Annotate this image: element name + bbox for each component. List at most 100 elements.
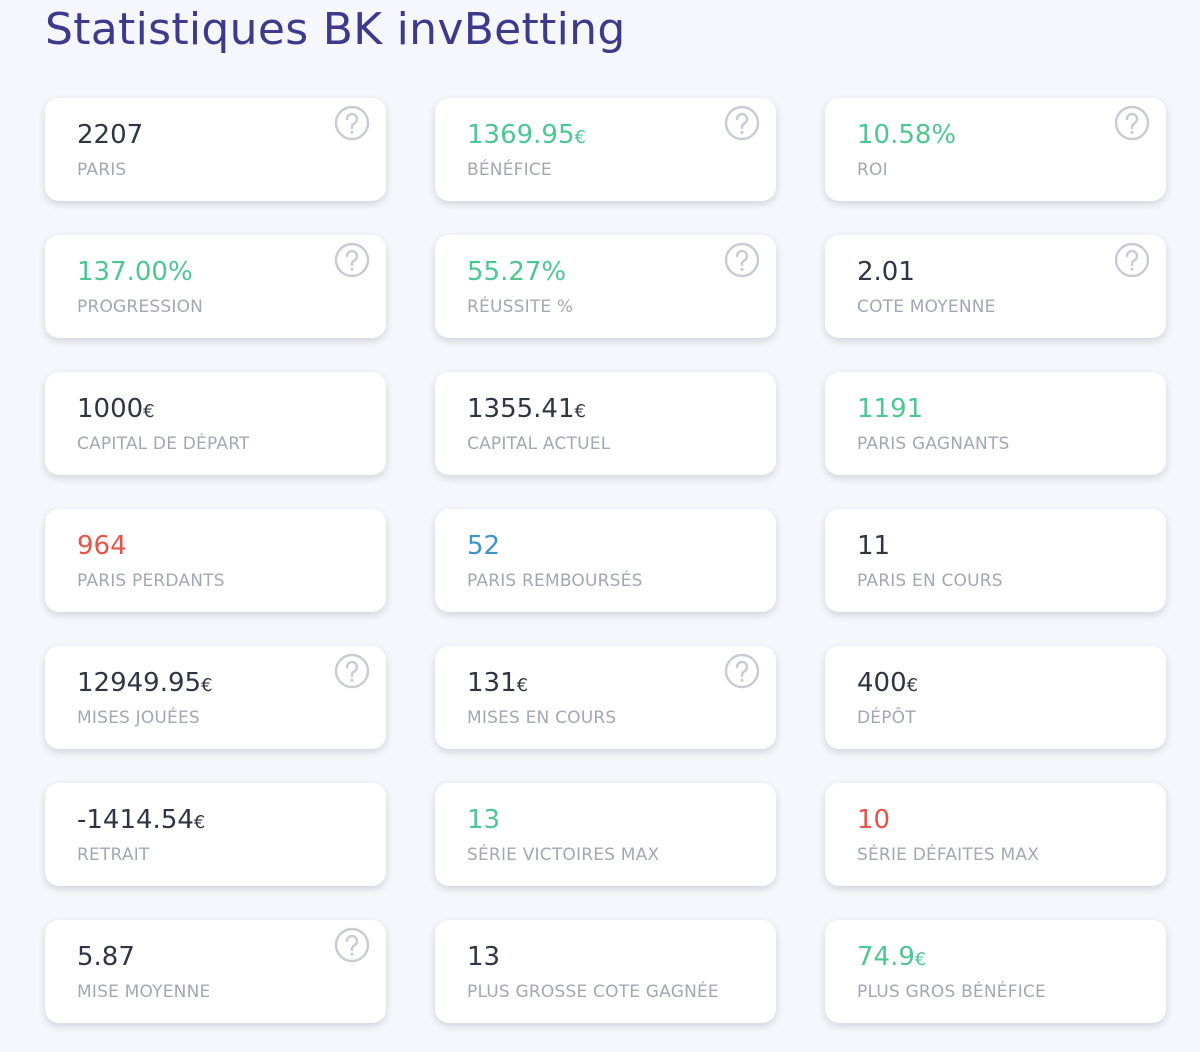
stat-card: 2207 PARIS xyxy=(45,98,386,201)
stat-unit: € xyxy=(574,401,586,422)
stat-card: 74.9€ PLUS GROS BÉNÉFICE xyxy=(825,920,1166,1023)
stat-value: 1355.41€ xyxy=(467,392,586,429)
stat-unit: € xyxy=(914,949,927,970)
stat-number: 11 xyxy=(857,531,891,561)
stat-unit: € xyxy=(906,675,919,696)
help-circle xyxy=(334,242,370,278)
stat-value: 2207 xyxy=(77,118,143,152)
stat-card: 1369.95€ BÉNÉFICE xyxy=(435,98,776,201)
stat-label: MISES JOUÉES xyxy=(77,708,200,728)
stat-value: 137.00% xyxy=(77,255,193,289)
stat-number: 2.01 xyxy=(857,257,915,287)
help-icon[interactable] xyxy=(1113,104,1151,142)
stat-label: PARIS PERDANTS xyxy=(77,571,225,591)
stat-label: MISES EN COURS xyxy=(467,708,617,728)
stats-grid: 2207 PARIS 1369.95€ BÉNÉFICE 10.58% ROI 137.00… xyxy=(45,98,1166,1023)
stat-unit: € xyxy=(516,675,529,696)
stat-label: MISE MOYENNE xyxy=(77,982,211,1002)
help-icon[interactable] xyxy=(723,104,761,142)
help-circle xyxy=(334,105,370,141)
help-icon[interactable] xyxy=(333,652,371,690)
stat-unit: € xyxy=(143,401,155,422)
help-mark xyxy=(735,660,749,678)
help-dot xyxy=(1130,267,1134,271)
stat-number: 10 xyxy=(857,805,891,835)
stat-value: 10.58% xyxy=(857,118,956,152)
help-circle xyxy=(1114,242,1150,278)
stat-label: SÉRIE VICTOIRES MAX xyxy=(467,845,660,865)
stat-card: 2.01 COTE MOYENNE xyxy=(825,235,1166,338)
stat-label: PARIS xyxy=(77,160,127,180)
help-mark xyxy=(735,249,749,267)
stat-label: PLUS GROS BÉNÉFICE xyxy=(857,982,1046,1002)
stat-number: 13 xyxy=(467,942,501,972)
stat-card: 10 SÉRIE DÉFAITES MAX xyxy=(825,783,1166,886)
stat-number: 12949.95 xyxy=(77,668,202,698)
help-mark xyxy=(735,112,749,130)
stat-card: 5.87 MISE MOYENNE xyxy=(45,920,386,1023)
help-icon[interactable] xyxy=(333,926,371,964)
stat-number: 400 xyxy=(857,668,907,698)
help-icon[interactable] xyxy=(333,104,371,142)
help-icon[interactable] xyxy=(723,652,761,690)
stat-card: 1191 PARIS GAGNANTS xyxy=(825,372,1166,475)
stat-number: 1000 xyxy=(77,394,144,424)
stat-number: 1355.41 xyxy=(467,394,575,424)
stat-card: 12949.95€ MISES JOUÉES xyxy=(45,646,386,749)
stat-number: 137.00% xyxy=(77,257,193,287)
stat-value: 1369.95€ xyxy=(467,118,586,155)
stat-value: 1000€ xyxy=(77,392,155,429)
stat-unit: € xyxy=(193,812,206,833)
help-dot xyxy=(350,267,354,271)
help-icon[interactable] xyxy=(723,241,761,279)
stat-label: BÉNÉFICE xyxy=(467,160,552,180)
help-circle xyxy=(1114,105,1150,141)
stat-card: 1355.41€ CAPITAL ACTUEL xyxy=(435,372,776,475)
help-mark xyxy=(345,934,359,952)
help-mark xyxy=(1125,249,1139,267)
stat-label: RÉUSSITE % xyxy=(467,297,574,317)
stat-label: ROI xyxy=(857,160,888,180)
stat-card: 964 PARIS PERDANTS xyxy=(45,509,386,612)
stat-number: 52 xyxy=(467,531,501,561)
stat-number: 55.27% xyxy=(467,257,567,287)
stat-number: 5.87 xyxy=(77,942,135,972)
stat-number: 1191 xyxy=(857,394,924,424)
page-title: Statistiques BK invBetting xyxy=(45,4,626,55)
stat-card: 13 PLUS GROSSE COTE GAGNÉE xyxy=(435,920,776,1023)
stat-card: 11 PARIS EN COURS xyxy=(825,509,1166,612)
help-circle xyxy=(334,927,370,963)
stat-value: 55.27% xyxy=(467,255,566,289)
stat-card: 1000€ CAPITAL DE DÉPART xyxy=(45,372,386,475)
stat-label: PARIS GAGNANTS xyxy=(857,434,1010,454)
stat-number: 964 xyxy=(77,531,127,561)
stat-card: -1414.54€ RETRAIT xyxy=(45,783,386,886)
stat-number: -1414.54 xyxy=(77,805,194,835)
help-dot xyxy=(740,267,744,271)
help-icon[interactable] xyxy=(1113,241,1151,279)
help-dot xyxy=(740,130,744,134)
stat-number: 1369.95 xyxy=(467,120,575,150)
stat-card: 52 PARIS REMBOURSÉS xyxy=(435,509,776,612)
stat-card: 400€ DÉPÔT xyxy=(825,646,1166,749)
stat-number: 10.58% xyxy=(857,120,957,150)
stat-label: RETRAIT xyxy=(77,845,150,865)
stat-value: 74.9€ xyxy=(857,940,926,977)
stat-card: 13 SÉRIE VICTOIRES MAX xyxy=(435,783,776,886)
help-icon[interactable] xyxy=(333,241,371,279)
stat-unit: € xyxy=(201,675,213,696)
help-mark xyxy=(345,112,359,130)
stat-value: 12949.95€ xyxy=(77,666,213,703)
stat-value: 1191 xyxy=(857,392,923,426)
stat-label: CAPITAL DE DÉPART xyxy=(77,434,250,454)
stat-value: 11 xyxy=(857,529,890,563)
help-circle xyxy=(724,105,760,141)
help-dot xyxy=(1130,130,1134,134)
stat-value: 10 xyxy=(857,803,890,837)
stat-value: 13 xyxy=(467,803,500,837)
stat-label: PROGRESSION xyxy=(77,297,204,317)
help-dot xyxy=(350,952,354,956)
help-mark xyxy=(345,660,359,678)
